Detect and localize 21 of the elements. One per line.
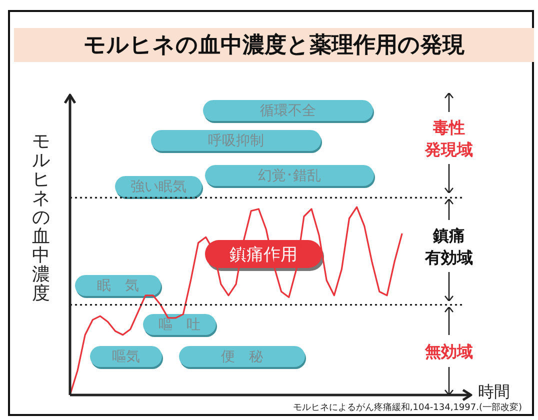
x-axis-title: 時間 xyxy=(478,382,510,402)
rounded-label: 幻覚･錯乱 xyxy=(205,165,374,186)
text: 発現域 xyxy=(414,138,484,160)
rounded-label: 呼吸抑制 xyxy=(151,130,321,151)
chart-title: モルヒネの血中濃度と薬理作用の発現 xyxy=(14,28,534,62)
annotation: 鎮痛 xyxy=(414,224,484,246)
rounded-label: 強い眠気 xyxy=(115,176,202,197)
rounded-label: 便 秘 xyxy=(179,346,305,367)
text: モルヒネによるがん疼痛緩和,104-134,1997.(一部改変) xyxy=(292,402,522,414)
annotation: 有効域 xyxy=(414,246,484,268)
annotation: 無効域 xyxy=(414,339,484,363)
text: 毒性 xyxy=(414,116,484,138)
annotation: 嘔 吐 xyxy=(158,316,200,334)
annotation: 眠 気 xyxy=(97,276,139,294)
rounded-label: 嘔 吐 xyxy=(143,314,216,335)
annotation: 便 秘 xyxy=(221,348,263,366)
rounded-label: 嘔気 xyxy=(90,346,162,367)
rounded-label: 眠 気 xyxy=(75,275,161,296)
text: モルヒネの血中濃度 xyxy=(32,131,50,304)
annotation: 嘔気 xyxy=(112,348,140,366)
rounded-label: 循環不全 xyxy=(203,100,373,121)
